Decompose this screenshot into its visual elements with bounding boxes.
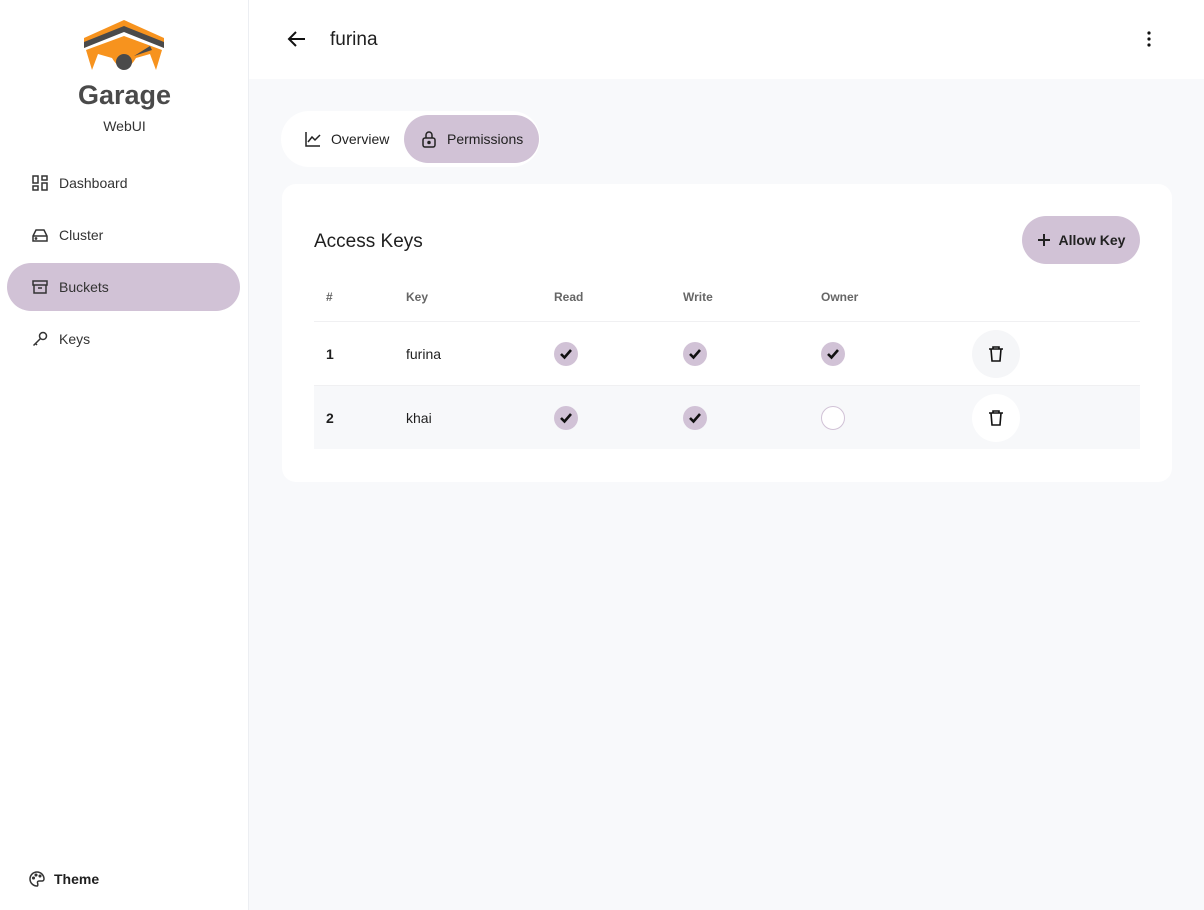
check-icon [827, 349, 839, 360]
table-row: 2 khai [314, 385, 1140, 449]
check-icon [689, 413, 701, 424]
sidebar-item-label: Keys [59, 331, 91, 347]
lock-icon [422, 131, 436, 148]
sidebar: Garage WebUI Dashboard Cluster Buckets K… [0, 0, 249, 910]
table-row: 1 furina [314, 321, 1140, 385]
owner-cell [821, 322, 845, 386]
delete-key-button[interactable] [972, 394, 1020, 442]
write-checkbox[interactable] [683, 406, 707, 430]
tab-label: Overview [331, 131, 390, 147]
delete-cell [972, 322, 1020, 386]
sidebar-item-buckets[interactable]: Buckets [7, 263, 240, 311]
row-number: 1 [326, 346, 334, 362]
column-header-write: Write [683, 290, 713, 304]
archive-icon [32, 280, 48, 294]
sidebar-item-dashboard[interactable]: Dashboard [7, 159, 240, 207]
palette-icon [29, 871, 45, 887]
write-cell [683, 322, 707, 386]
read-checkbox[interactable] [554, 342, 578, 366]
owner-cell [821, 386, 845, 450]
dashboard-icon [32, 175, 48, 191]
tab-permissions[interactable]: Permissions [404, 115, 540, 163]
read-cell [554, 322, 578, 386]
tab-label: Permissions [447, 131, 524, 147]
owner-checkbox[interactable] [821, 342, 845, 366]
back-arrow-icon[interactable] [286, 28, 308, 50]
trash-icon [989, 346, 1003, 362]
plus-icon [1037, 234, 1050, 246]
check-icon [560, 413, 572, 424]
more-vertical-icon[interactable] [1138, 28, 1160, 50]
brand-name: Garage [77, 80, 172, 110]
allow-key-button[interactable]: Allow Key [1022, 216, 1140, 264]
sidebar-item-label: Dashboard [59, 175, 128, 191]
check-icon [560, 349, 572, 360]
key-name: khai [406, 410, 432, 426]
theme-label: Theme [54, 871, 100, 887]
sidebar-item-label: Cluster [59, 227, 104, 243]
trash-icon [989, 410, 1003, 426]
page-title: furina [330, 29, 378, 50]
column-header-key: Key [406, 290, 429, 304]
read-checkbox[interactable] [554, 406, 578, 430]
delete-key-button[interactable] [972, 330, 1020, 378]
section-title: Access Keys [314, 231, 423, 252]
sidebar-item-cluster[interactable]: Cluster [7, 211, 240, 259]
read-cell [554, 386, 578, 450]
garage-logo-icon [84, 20, 164, 70]
access-keys-card: Access Keys Allow Key # Key Read Write O… [282, 184, 1172, 482]
column-header-read: Read [554, 290, 584, 304]
allow-key-label: Allow Key [1058, 232, 1126, 248]
sidebar-item-label: Buckets [59, 279, 109, 295]
column-header-num: # [326, 290, 333, 304]
key-name: furina [406, 346, 442, 362]
owner-checkbox[interactable] [821, 406, 845, 430]
tab-bar: Overview Permissions [281, 111, 540, 167]
row-number: 2 [326, 410, 334, 426]
server-icon [32, 229, 48, 242]
delete-cell [972, 386, 1020, 450]
key-icon [32, 331, 48, 347]
brand-subtitle: WebUI [103, 118, 146, 134]
chart-line-icon [305, 132, 321, 147]
write-checkbox[interactable] [683, 342, 707, 366]
sidebar-item-keys[interactable]: Keys [7, 315, 240, 363]
column-header-owner: Owner [821, 290, 859, 304]
tab-overview[interactable]: Overview [288, 115, 405, 163]
top-bar [249, 0, 1204, 79]
check-icon [689, 349, 701, 360]
write-cell [683, 386, 707, 450]
theme-button[interactable]: Theme [28, 870, 99, 888]
